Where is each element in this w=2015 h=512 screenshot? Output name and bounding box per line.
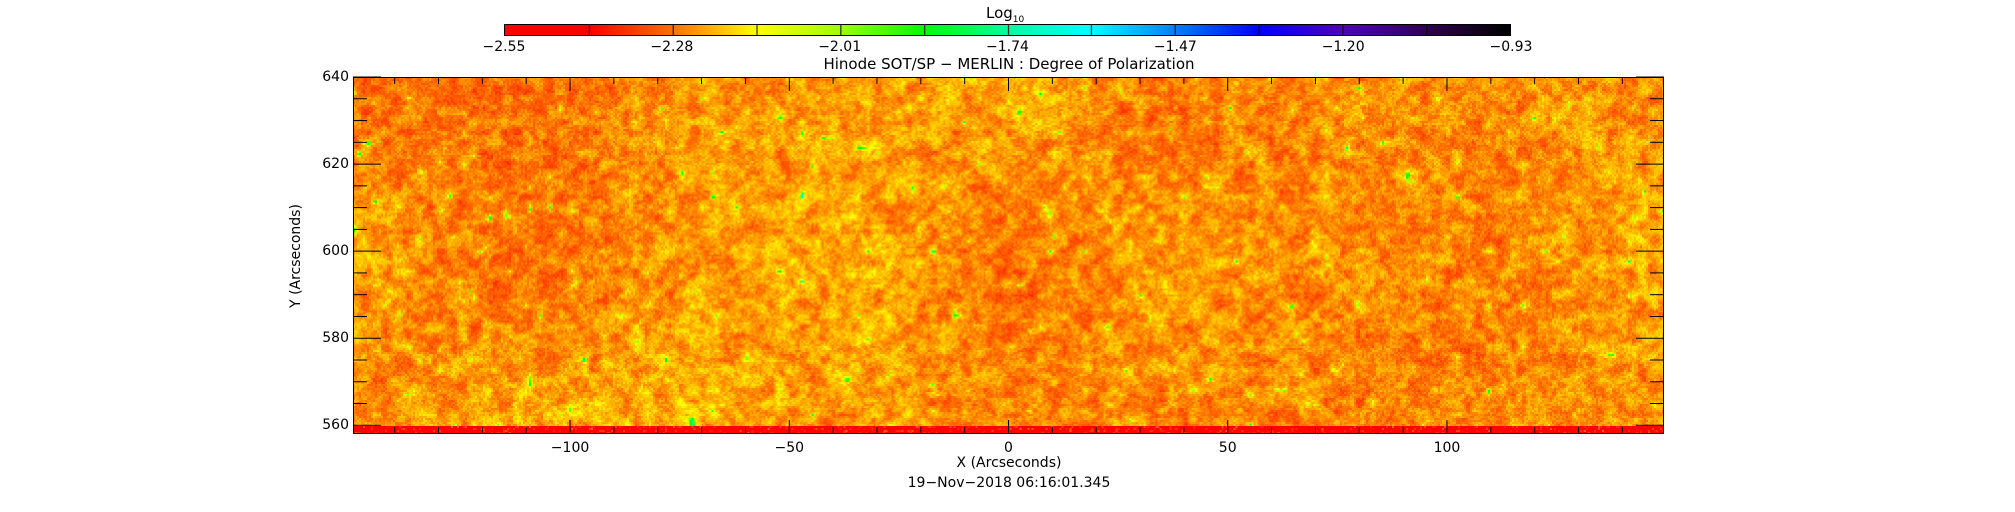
- colorbar-label: Log10: [986, 6, 1024, 27]
- timestamp: 19−Nov−2018 06:16:01.345: [907, 475, 1111, 491]
- chart-title: Hinode SOT/SP − MERLIN : Degree of Polar…: [823, 55, 1195, 73]
- heatmap-image: [353, 77, 1664, 434]
- x-tick-label: 100: [1433, 440, 1461, 456]
- plot-area: [353, 76, 1664, 434]
- colorbar-label-subscript: 10: [1012, 15, 1025, 25]
- colorbar-tick-label: −2.28: [650, 39, 694, 55]
- colorbar-tick-label: −1.47: [1153, 39, 1197, 55]
- colorbar-label-text: Log: [986, 4, 1013, 22]
- colorbar: [504, 24, 1511, 36]
- x-tick-label: −50: [774, 440, 805, 456]
- x-tick-label: 50: [1218, 440, 1237, 456]
- y-tick-label: 640: [322, 69, 349, 85]
- x-tick-label: −100: [550, 440, 590, 456]
- axes-frame: [353, 76, 1664, 434]
- colorbar-tick-label: −1.20: [1321, 39, 1365, 55]
- y-tick-label: 600: [322, 243, 349, 260]
- colorbar-tick-label: −1.74: [986, 39, 1029, 55]
- y-tick-label: 560: [322, 417, 349, 434]
- colorbar-tick-label: −0.93: [1489, 39, 1533, 55]
- x-tick-label: 0: [1004, 440, 1013, 456]
- colorbar-tick-label: −2.01: [818, 39, 862, 55]
- x-axis-label: X (Arcseconds): [956, 455, 1062, 471]
- y-tick-label: 620: [322, 156, 349, 173]
- y-axis-label: Y (Arcseconds): [288, 204, 304, 308]
- y-tick-label: 580: [322, 330, 349, 347]
- colorbar-tick-label: −2.55: [482, 39, 526, 55]
- plot-frame: [353, 77, 1664, 434]
